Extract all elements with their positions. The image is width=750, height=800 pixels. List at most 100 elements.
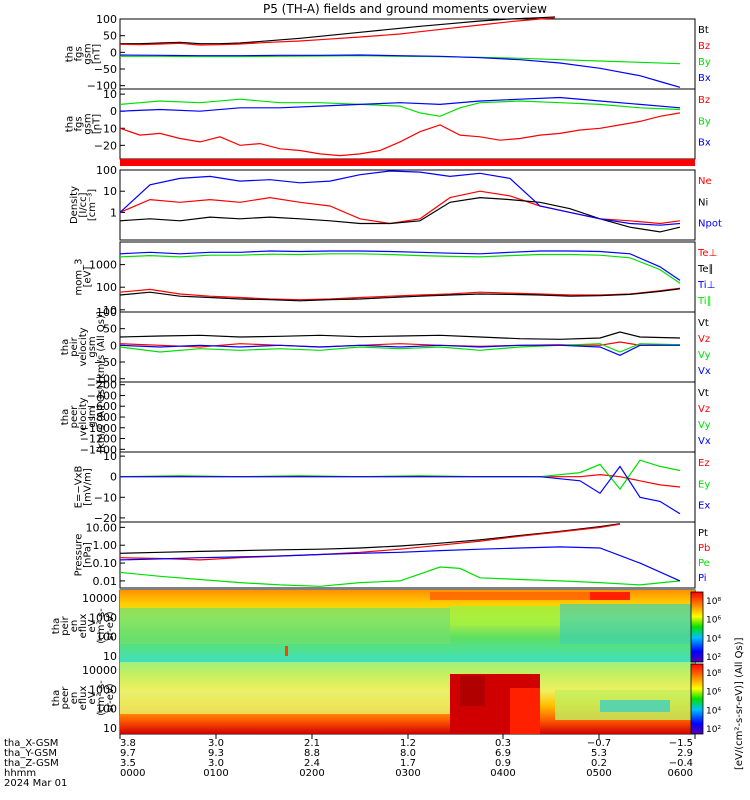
legend-label: Vy xyxy=(698,350,711,361)
electron-spectrogram xyxy=(120,662,695,734)
y-axis-label-line: Pressure xyxy=(74,534,85,577)
series-line-By xyxy=(119,98,681,117)
y-axis-label-line: gsm xyxy=(83,43,94,64)
legend-label: Ni xyxy=(698,197,708,208)
legend-label: Npot xyxy=(698,219,722,230)
legend-label: Vy xyxy=(698,420,711,431)
x-tick-label: 2.9 xyxy=(677,748,693,759)
y-axis-label-line: velocity xyxy=(78,327,89,366)
panel-frame xyxy=(119,521,696,589)
y-tick-label: 0.01 xyxy=(93,575,118,588)
y-tick-label: −10 xyxy=(94,491,117,504)
y-tick-label: 10 xyxy=(103,650,117,663)
y-axis-label-line: en xyxy=(69,620,80,633)
legend-label: Pt xyxy=(698,528,708,539)
series-line-Vz xyxy=(119,341,681,348)
series-line-Pe xyxy=(119,566,681,587)
y-tick-label: 100 xyxy=(96,281,117,294)
y-axis-label-line: eV xyxy=(87,691,98,704)
y-tick-label: 0 xyxy=(110,46,117,59)
y-axis-label-line: (cm²-s- xyxy=(96,680,107,716)
colorbar-tick-label: 10⁸ xyxy=(706,597,721,607)
legend-label: Ne xyxy=(698,176,712,187)
y-tick-label: 10 xyxy=(103,88,117,101)
y-tick-label: 100 xyxy=(96,164,117,177)
colorbar-tick-label: 10⁴ xyxy=(706,706,721,716)
y-tick-label: 10 xyxy=(103,722,117,735)
x-tick-label: 0100 xyxy=(203,768,228,779)
legend-label: Vx xyxy=(698,436,711,447)
x-tick-label: 0200 xyxy=(299,768,324,779)
y-tick-label: 1 xyxy=(110,206,117,219)
y-tick-label: −1200 xyxy=(80,433,117,446)
x-tick-label: 0400 xyxy=(490,768,515,779)
legend-label: Ey xyxy=(698,479,710,490)
y-tick-label: −100 xyxy=(87,80,117,93)
colorbar-tick-label: 10⁶ xyxy=(706,688,721,698)
y-tick-label: 1000 xyxy=(89,259,117,272)
panel-p6: −200−400−600−800−1000−1200−1400 thapeerve… xyxy=(60,379,711,457)
legend-label: Vt xyxy=(698,318,709,329)
series-line-Ti∥ xyxy=(119,253,681,284)
y-axis-label-line: [km/s (All Qs)] xyxy=(96,311,107,383)
colorbar-label: [eV/(cm²-s-sr-eV)] (All Qs)] xyxy=(734,637,745,770)
y-tick-label: 0.10 xyxy=(93,557,118,570)
y-axis-label-line: (cm²-s- xyxy=(96,608,107,644)
y-tick-label: 100 xyxy=(96,703,117,716)
legend-label: Te∥ xyxy=(697,264,714,275)
y-axis-label-line: tha xyxy=(60,409,71,425)
series-line-Npot xyxy=(119,170,681,226)
x-tick-label: 0500 xyxy=(586,768,611,779)
y-tick-label: −20 xyxy=(94,139,117,152)
y-tick-label: 10 xyxy=(103,450,117,463)
y-axis-label-line: [I/cc] xyxy=(78,192,89,217)
y-tick-label: 10 xyxy=(103,304,117,317)
y-axis-label-line: [km/s (All Qs)] xyxy=(96,381,107,453)
series-line-Pt xyxy=(119,523,621,554)
legend-label: Ex xyxy=(698,501,710,512)
x-axis-row-label: tha_Z-GSM xyxy=(4,758,59,769)
y-tick-label: 100 xyxy=(96,306,117,319)
y-tick-label: −20 xyxy=(94,512,117,525)
y-tick-label: 0 xyxy=(110,339,117,352)
legend-label: Bt xyxy=(698,25,709,36)
x-tick-label: 3.5 xyxy=(120,758,136,769)
y-axis-label-line: mom_3 xyxy=(74,259,85,296)
panel-p8: 10.00 1.00 0.10 0.01 Pressure[nPa] Pt Pb Pe Pi xyxy=(74,521,710,589)
panel-frame xyxy=(119,88,696,160)
series-line-Vx xyxy=(119,344,680,356)
panel-frame xyxy=(119,381,696,453)
y-tick-label: −10 xyxy=(94,122,117,135)
series-line-Te∥ xyxy=(119,288,681,302)
legend-label: Vx xyxy=(698,366,711,377)
y-axis-label-line: peir xyxy=(60,615,71,635)
y-axis-label-line: E=−VxB xyxy=(74,466,85,509)
y-axis-label-line: [mV/m] xyxy=(83,468,94,506)
colorbar-tick-label: 10⁶ xyxy=(706,616,721,626)
y-tick-label: −1400 xyxy=(80,443,117,456)
y-axis-label-line: [eV] xyxy=(83,267,94,288)
y-tick-label: 1.00 xyxy=(93,539,118,552)
legend-label: By xyxy=(698,57,711,68)
x-tick-label: 3.0 xyxy=(208,738,224,749)
y-tick-label: 0 xyxy=(110,105,117,118)
x-tick-label: 2.1 xyxy=(304,738,320,749)
y-axis-label-line: tha xyxy=(51,618,62,634)
x-tick-label: 2.4 xyxy=(304,758,320,769)
panel-p7: 10 0 −10 −20 E=−VxB[mV/m] Ez Ey Ex xyxy=(74,450,711,525)
legend-label: Bx xyxy=(698,138,711,149)
y-tick-label: 1000 xyxy=(89,683,117,696)
y-tick-label: 10000 xyxy=(82,664,117,677)
y-axis-label-line: eflux xyxy=(78,686,89,711)
x-tick-label: −0.7 xyxy=(587,738,611,749)
x-tick-label: 3.8 xyxy=(120,738,136,749)
y-axis-label-line: tha xyxy=(51,690,62,706)
y-tick-label: 50 xyxy=(103,30,117,43)
panel-frame xyxy=(119,169,696,241)
legend-label: Bz xyxy=(698,41,710,52)
panel-frame xyxy=(119,451,696,523)
x-tick-label: 8.0 xyxy=(400,748,416,759)
series-line-Ti⊥ xyxy=(119,250,681,281)
legend-label: Pb xyxy=(698,543,710,554)
